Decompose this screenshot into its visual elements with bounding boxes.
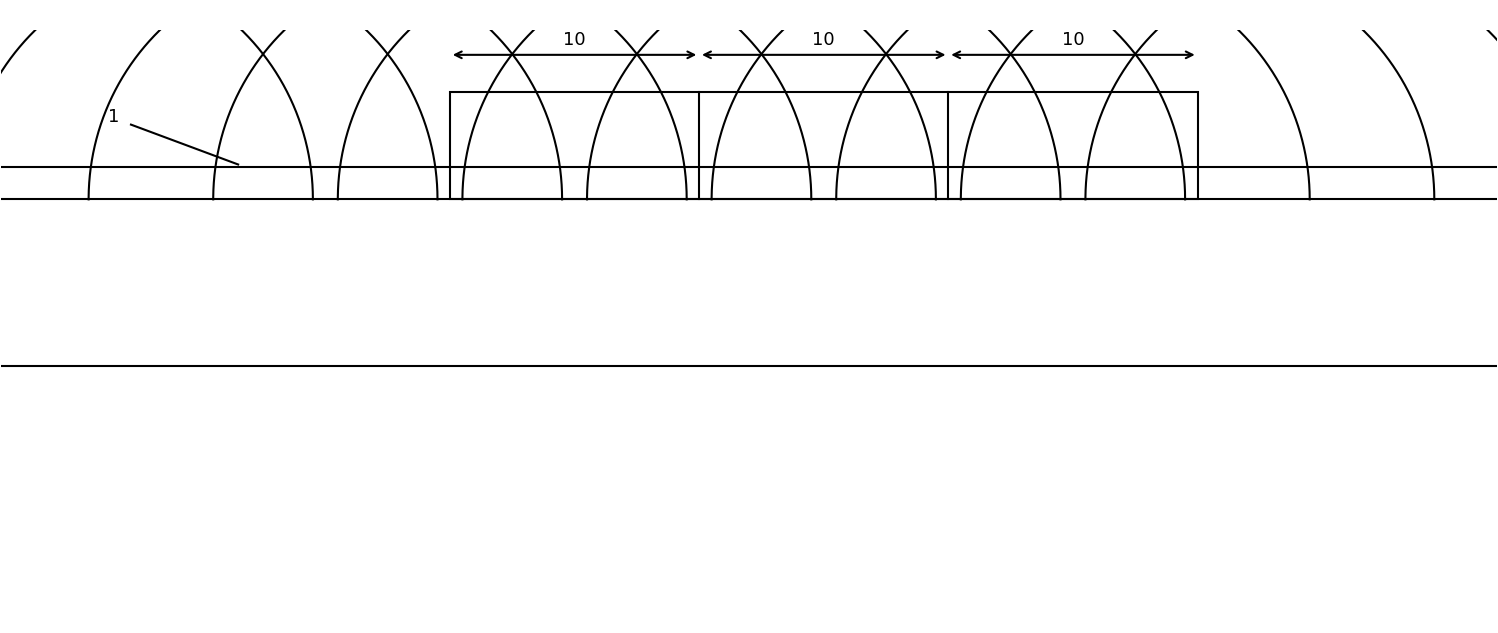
Text: 10: 10 [812,30,834,49]
Text: 1: 1 [108,108,120,126]
Text: 10: 10 [1062,30,1085,49]
Bar [449,92,1197,199]
Text: 10: 10 [563,30,586,49]
